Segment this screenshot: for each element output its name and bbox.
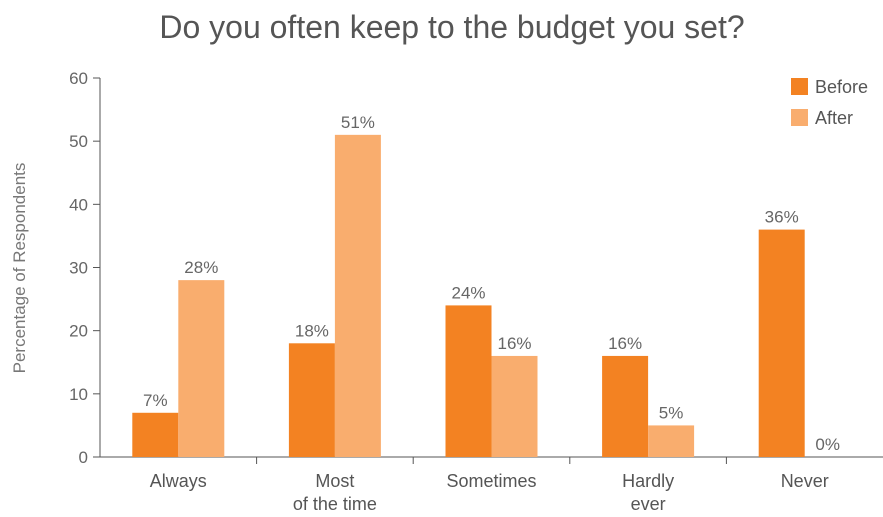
data-label: 24% (451, 283, 485, 302)
x-tick-label-line: Always (150, 471, 207, 491)
data-label: 0% (815, 435, 840, 454)
x-tick-label: Hardly ever (622, 471, 674, 514)
data-label: 51% (341, 113, 375, 132)
y-tick-label: 50 (69, 132, 88, 151)
x-tick-label: Sometimes (446, 471, 536, 491)
y-axis: 0 10 20 30 40 50 60 (69, 69, 101, 467)
chart-title: Do you often keep to the budget you set? (159, 9, 744, 45)
bars: 7% 18% 24% 16% 36% 28% 51% 16% 5% 0% (132, 113, 840, 457)
legend-label: After (815, 108, 853, 128)
data-label: 16% (497, 334, 531, 353)
y-tick-label: 40 (69, 195, 88, 214)
legend-swatch-after (791, 109, 808, 126)
bar-after (334, 134, 381, 457)
y-tick-label: 30 (69, 259, 88, 278)
x-axis: Always Most of the time Sometimes Hardly ever… (100, 456, 883, 514)
x-tick-label-line: of the time (293, 494, 377, 514)
y-axis-label: Percentage of Respondents (10, 163, 29, 374)
data-label: 5% (659, 403, 684, 422)
bar-before (288, 343, 335, 457)
data-label: 18% (295, 321, 329, 340)
legend: Before After (791, 77, 868, 128)
x-tick-label: Most of the time (293, 471, 377, 514)
legend-label: Before (815, 77, 868, 97)
bar-before (758, 229, 805, 457)
x-tick-label-line: ever (631, 494, 666, 514)
y-tick-label: 10 (69, 385, 88, 404)
bar-after (648, 425, 695, 457)
bar-before (445, 305, 492, 457)
data-label: 7% (143, 391, 168, 410)
legend-swatch-before (791, 78, 808, 95)
x-tick-label-line: Never (781, 471, 829, 491)
y-tick-label: 20 (69, 322, 88, 341)
data-label: 28% (184, 258, 218, 277)
bar-before (132, 412, 179, 457)
x-tick-label-line: Sometimes (446, 471, 536, 491)
data-label: 16% (608, 334, 642, 353)
bar-after (491, 355, 538, 457)
x-tick-label: Always (150, 471, 207, 491)
x-tick-label-line: Most (315, 471, 354, 491)
x-tick-label: Never (781, 471, 829, 491)
data-label: 36% (765, 208, 799, 227)
y-tick-label: 60 (69, 69, 88, 88)
bar-after (178, 280, 225, 457)
y-tick-label: 0 (79, 448, 88, 467)
bar-before (602, 355, 649, 457)
x-tick-label-line: Hardly (622, 471, 674, 491)
